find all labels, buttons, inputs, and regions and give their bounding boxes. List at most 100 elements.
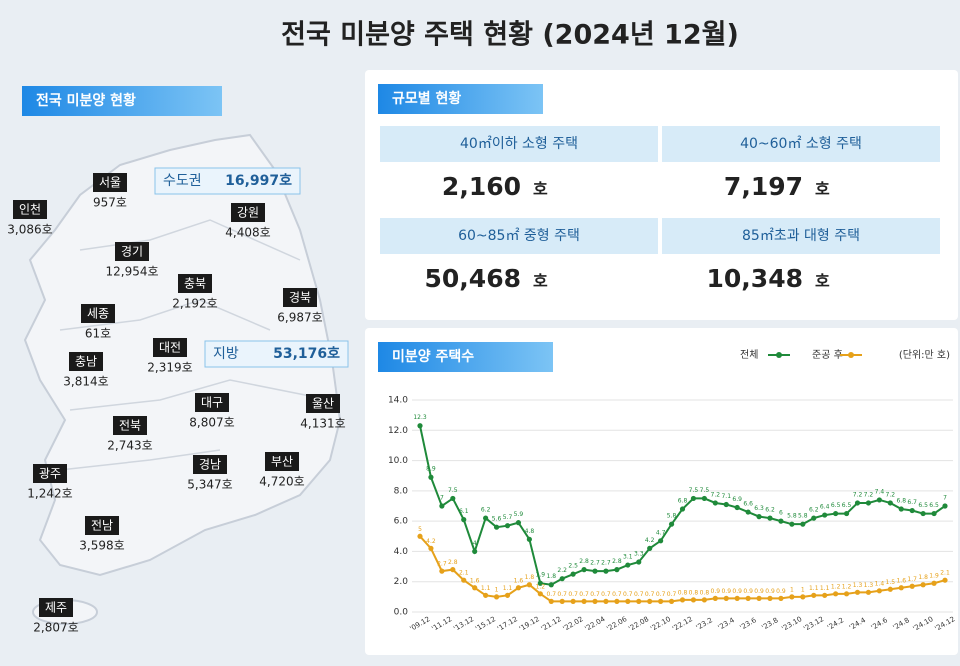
- data-label: 1.6: [470, 577, 480, 584]
- region-name: 경기: [121, 245, 143, 259]
- region-name: 세종: [87, 307, 109, 321]
- callout-box: [204, 340, 349, 368]
- data-point: [789, 521, 795, 527]
- data-point: [472, 548, 478, 555]
- data-label: 4.8: [525, 528, 535, 535]
- data-label: 1.1: [503, 585, 513, 592]
- data-point: [647, 545, 653, 552]
- data-label: 7.2: [864, 491, 874, 498]
- data-point: [526, 582, 532, 588]
- data-label: 1.8: [918, 574, 928, 581]
- region-name-box: [81, 304, 115, 323]
- data-point: [581, 567, 587, 573]
- data-label: 0.8: [689, 589, 699, 596]
- chart-title: 미분양 주택수: [392, 348, 474, 365]
- data-label: 5.9: [514, 511, 524, 518]
- region-name-box: [265, 452, 299, 471]
- data-point: [898, 506, 904, 512]
- size-label: 40~60㎡ 소형 주택: [740, 136, 862, 152]
- data-label: 0.7: [612, 591, 622, 598]
- data-point: [876, 497, 882, 503]
- data-point: [789, 594, 795, 600]
- size-label: 40㎡이하 소형 주택: [460, 136, 578, 152]
- size-value: 7,197: [724, 172, 803, 201]
- data-point: [822, 592, 828, 598]
- region-value: 61호: [85, 327, 111, 341]
- region-name-box: [115, 242, 149, 261]
- region-name-box: [178, 274, 212, 293]
- size-value: 2,160: [442, 172, 521, 201]
- data-label: 6.5: [929, 502, 939, 509]
- region-name-box: [93, 173, 127, 192]
- data-point: [537, 580, 543, 586]
- data-label: 7: [943, 495, 947, 502]
- data-point: [515, 520, 522, 526]
- data-point: [876, 588, 882, 594]
- region-name: 울산: [312, 397, 334, 411]
- region-value: 4,720호: [259, 475, 304, 489]
- data-point: [723, 595, 729, 601]
- y-tick-label: 12.0: [388, 426, 408, 436]
- region-value: 2,743호: [107, 439, 152, 453]
- data-point: [625, 562, 631, 568]
- region-name-box: [231, 203, 265, 222]
- data-point: [767, 595, 773, 601]
- region-name: 전북: [119, 419, 141, 433]
- data-label: 1.3: [864, 582, 874, 589]
- region-name-box: [306, 394, 340, 413]
- data-point: [822, 512, 828, 518]
- data-label: 0.7: [557, 591, 567, 598]
- data-label: 2.5: [568, 563, 578, 570]
- size-header: [380, 126, 658, 162]
- data-point: [887, 500, 893, 506]
- size-value: 10,348: [707, 264, 803, 293]
- data-point: [461, 577, 467, 583]
- sizes-title-tag: [378, 84, 543, 114]
- data-label: 7.5: [689, 487, 699, 494]
- data-label: 1: [801, 586, 805, 593]
- data-point: [865, 589, 872, 595]
- region-value: 4,131호: [300, 417, 345, 431]
- y-tick-label: 2.0: [394, 577, 409, 587]
- size-header: [662, 218, 940, 254]
- data-point: [570, 571, 576, 577]
- region-name: 부산: [271, 455, 293, 469]
- region-name: 대전: [159, 341, 181, 355]
- data-label: 6.1: [459, 508, 469, 515]
- region-value: 12,954호: [105, 265, 158, 279]
- data-label: 6.3: [754, 505, 764, 512]
- region-name-box: [195, 393, 229, 412]
- data-point: [767, 515, 773, 521]
- data-point: [439, 568, 445, 574]
- data-point: [658, 538, 664, 544]
- data-point: [690, 597, 697, 603]
- data-point: [504, 523, 511, 529]
- data-point: [570, 598, 576, 605]
- data-label: 0.7: [568, 591, 578, 598]
- region-borders: [59, 219, 331, 471]
- data-label: 6.8: [678, 498, 688, 505]
- data-label: 2.1: [459, 570, 469, 577]
- region-value: 3,814호: [63, 375, 108, 389]
- region-name-box: [113, 416, 147, 435]
- data-point: [658, 598, 664, 605]
- data-point: [647, 598, 653, 605]
- data-label: 6.2: [809, 507, 819, 514]
- data-label: 1.1: [809, 585, 819, 592]
- data-label: 0.7: [579, 591, 589, 598]
- data-label: 5.7: [503, 514, 513, 521]
- size-unit: 호: [815, 180, 830, 199]
- data-point: [909, 507, 915, 514]
- data-label: 0.8: [678, 589, 688, 596]
- y-tick-label: 0.0: [394, 608, 409, 618]
- callout-value: 16,997호: [225, 173, 292, 189]
- data-label: 0.8: [700, 589, 710, 596]
- data-label: 5.8: [798, 513, 808, 520]
- data-point: [931, 510, 937, 517]
- data-point: [548, 582, 554, 588]
- data-label: 6.8: [896, 498, 906, 505]
- data-point: [428, 474, 434, 480]
- data-label: 4.7: [656, 529, 666, 536]
- data-point: [800, 594, 806, 600]
- data-point: [854, 589, 861, 595]
